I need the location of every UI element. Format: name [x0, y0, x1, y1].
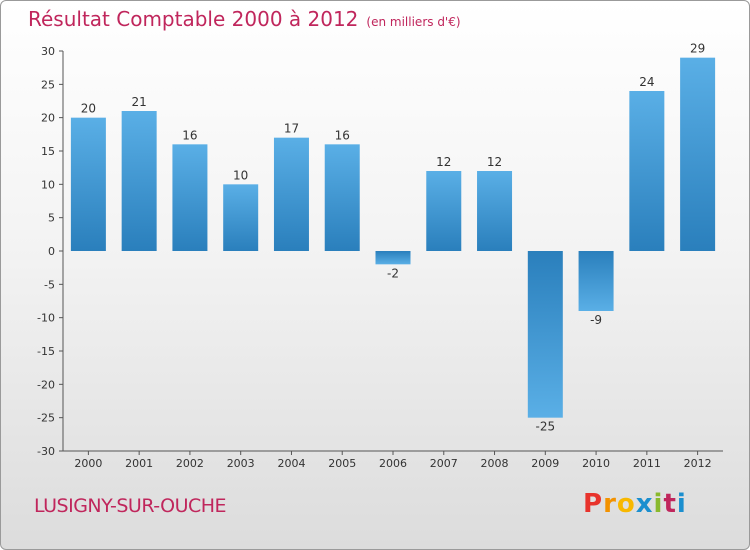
bar-2004: [273, 137, 309, 251]
x-tick-label: 2002: [176, 457, 204, 470]
x-tick-label: 2007: [430, 457, 458, 470]
bar-2008: [477, 171, 513, 251]
chart-subtitle: (en milliers d'€): [366, 15, 461, 29]
bar-2006: [375, 251, 411, 265]
x-tick-label: 2004: [277, 457, 305, 470]
data-label: 21: [132, 95, 147, 109]
y-tick-label: 15: [41, 145, 55, 158]
x-tick-label: 2011: [633, 457, 661, 470]
bar-2009: [527, 251, 563, 418]
x-tick-label: 2003: [227, 457, 255, 470]
bar-2007: [426, 171, 462, 251]
y-tick-label: 25: [41, 78, 55, 91]
y-tick-label: 5: [48, 212, 55, 225]
y-tick-label: -5: [44, 278, 55, 291]
bar-2010: [578, 251, 614, 311]
bar-2001: [121, 111, 157, 251]
x-tick-label: 2010: [582, 457, 610, 470]
y-tick-label: 20: [41, 112, 55, 125]
data-label: -25: [536, 420, 556, 434]
data-label: 12: [487, 155, 502, 169]
data-label: 10: [233, 168, 248, 182]
x-tick-label: 2000: [74, 457, 102, 470]
logo-letter: i: [676, 489, 687, 519]
y-tick-label: -25: [37, 412, 55, 425]
proxiti-logo: Proxiti: [583, 489, 687, 519]
y-tick-label: -30: [37, 445, 55, 458]
x-tick-label: 2005: [328, 457, 356, 470]
data-label: 20: [81, 102, 96, 116]
data-label: 17: [284, 122, 299, 136]
y-tick-label: 10: [41, 178, 55, 191]
logo-letter: P: [583, 489, 604, 519]
data-label: -2: [387, 266, 399, 280]
bar-2000: [70, 117, 106, 252]
bar-2002: [172, 144, 208, 251]
x-tick-label: 2012: [684, 457, 712, 470]
chart-title-text: Résultat Comptable 2000 à 2012: [28, 7, 359, 31]
bar-2011: [629, 91, 665, 251]
bar-2003: [223, 184, 259, 251]
y-tick-label: -15: [37, 345, 55, 358]
x-tick-label: 2001: [125, 457, 153, 470]
y-tick-label: 30: [41, 45, 55, 58]
logo-letter: r: [603, 489, 617, 519]
data-label: 16: [335, 128, 350, 142]
x-tick-label: 2006: [379, 457, 407, 470]
logo-letter: i: [653, 489, 664, 519]
town-name: LUSIGNY-SUR-OUCHE: [34, 495, 227, 517]
bar-2005: [324, 144, 360, 251]
data-label: 24: [639, 75, 654, 89]
logo-letter: x: [635, 489, 654, 519]
data-label: 16: [182, 128, 197, 142]
y-tick-label: 0: [48, 245, 55, 258]
logo-letter: o: [616, 489, 636, 519]
data-label: 29: [690, 42, 705, 56]
x-tick-label: 2008: [481, 457, 509, 470]
y-tick-label: -10: [37, 312, 55, 325]
chart-title: Résultat Comptable 2000 à 2012 (en millie…: [28, 7, 461, 31]
y-tick-label: -20: [37, 378, 55, 391]
logo-letter: t: [663, 489, 677, 519]
bar-2012: [680, 57, 716, 251]
data-label: 12: [436, 155, 451, 169]
data-label: -9: [590, 313, 602, 327]
x-tick-label: 2009: [531, 457, 559, 470]
